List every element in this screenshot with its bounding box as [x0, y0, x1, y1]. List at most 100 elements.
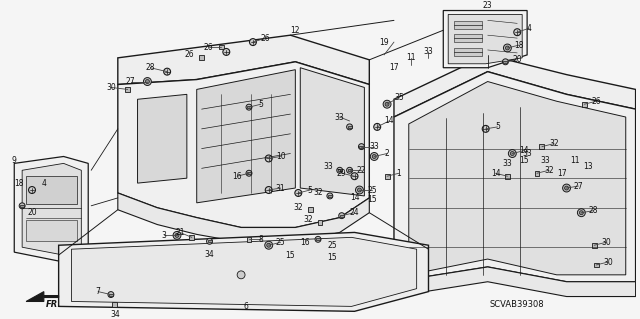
Text: 1: 1	[397, 169, 401, 178]
Bar	[109, 293, 113, 295]
Text: 24: 24	[349, 208, 359, 217]
Polygon shape	[394, 267, 636, 297]
Text: 26: 26	[261, 33, 271, 43]
Text: 7: 7	[95, 287, 100, 296]
Text: 27: 27	[573, 182, 583, 190]
Text: 26: 26	[204, 42, 213, 51]
Bar	[199, 56, 204, 60]
Bar	[385, 174, 390, 179]
Text: 27: 27	[126, 77, 136, 86]
Bar	[454, 21, 482, 29]
Circle shape	[504, 44, 511, 52]
Circle shape	[175, 234, 179, 237]
Text: 28: 28	[146, 63, 155, 72]
Circle shape	[164, 68, 171, 75]
Bar	[348, 126, 351, 128]
Circle shape	[371, 152, 378, 160]
Text: 26: 26	[591, 97, 601, 106]
Text: 3: 3	[162, 231, 166, 240]
Text: 6: 6	[244, 302, 248, 311]
Bar	[504, 61, 508, 63]
Text: FR.: FR.	[46, 300, 61, 309]
Bar	[534, 171, 540, 176]
Text: 33: 33	[369, 142, 379, 151]
Bar	[328, 195, 332, 197]
Bar	[594, 263, 598, 267]
Bar	[26, 219, 77, 241]
Bar	[582, 102, 587, 107]
Text: 2: 2	[385, 149, 390, 158]
Bar	[246, 237, 252, 242]
Circle shape	[579, 211, 583, 215]
Text: 33: 33	[335, 113, 344, 122]
Circle shape	[506, 46, 509, 50]
Text: 32: 32	[294, 203, 303, 212]
Bar	[338, 169, 342, 171]
Polygon shape	[444, 11, 527, 68]
Circle shape	[502, 59, 508, 65]
Polygon shape	[14, 157, 88, 262]
Text: 29: 29	[337, 169, 346, 178]
Text: 12: 12	[291, 26, 300, 35]
Polygon shape	[394, 72, 636, 282]
Bar	[454, 34, 482, 42]
Circle shape	[483, 125, 489, 132]
Text: 25: 25	[276, 238, 285, 247]
Polygon shape	[72, 237, 417, 306]
Bar	[308, 207, 312, 212]
Text: 4: 4	[527, 24, 532, 33]
Bar	[113, 302, 117, 307]
Bar	[189, 235, 195, 240]
Polygon shape	[138, 94, 187, 183]
Circle shape	[514, 29, 521, 36]
Text: 14: 14	[384, 116, 394, 125]
Bar	[348, 169, 351, 171]
Polygon shape	[196, 70, 295, 203]
Circle shape	[29, 187, 35, 193]
Circle shape	[383, 100, 391, 108]
Circle shape	[173, 232, 181, 239]
Text: 15: 15	[285, 251, 295, 260]
Text: 30: 30	[106, 83, 116, 92]
Circle shape	[337, 167, 342, 173]
Text: 18: 18	[15, 179, 24, 188]
Bar	[207, 240, 211, 242]
Circle shape	[145, 79, 149, 84]
Text: 14: 14	[519, 146, 529, 155]
Polygon shape	[118, 193, 369, 242]
Text: 18: 18	[515, 41, 524, 49]
Text: 9: 9	[12, 156, 17, 165]
Circle shape	[351, 173, 358, 180]
Circle shape	[265, 187, 272, 193]
Polygon shape	[26, 292, 59, 301]
Circle shape	[563, 184, 570, 192]
Circle shape	[295, 189, 301, 197]
Circle shape	[19, 203, 25, 209]
Circle shape	[372, 154, 376, 159]
Bar	[125, 87, 130, 92]
Polygon shape	[394, 55, 636, 117]
Circle shape	[246, 170, 252, 176]
Bar	[360, 146, 364, 148]
Text: 17: 17	[557, 169, 566, 178]
Circle shape	[355, 186, 364, 194]
Text: 26: 26	[185, 50, 195, 59]
Text: 33: 33	[323, 162, 333, 171]
Circle shape	[358, 144, 364, 150]
Text: 17: 17	[389, 63, 399, 72]
Bar	[247, 106, 251, 108]
Bar	[505, 174, 510, 179]
Text: 21: 21	[175, 228, 185, 237]
Text: SCVAB39308: SCVAB39308	[490, 300, 545, 309]
Text: 20: 20	[27, 208, 37, 217]
Text: 32: 32	[303, 215, 313, 224]
Bar	[340, 215, 344, 217]
Text: 32: 32	[313, 189, 323, 197]
Text: 8: 8	[259, 235, 263, 244]
Circle shape	[347, 124, 353, 130]
Text: 5: 5	[308, 186, 312, 195]
Circle shape	[143, 78, 151, 85]
Circle shape	[508, 150, 516, 158]
Circle shape	[265, 241, 273, 249]
Text: 4: 4	[42, 179, 46, 188]
